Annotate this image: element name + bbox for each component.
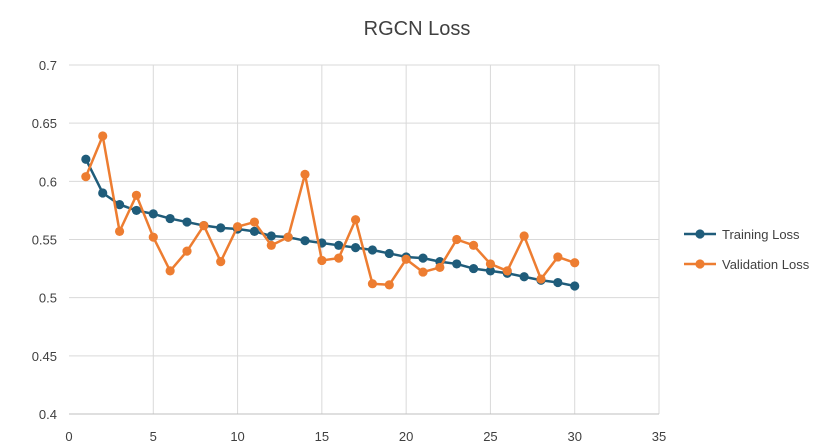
gridlines — [69, 64, 660, 415]
series-1-point — [148, 232, 158, 242]
series-1-point — [266, 240, 276, 250]
series-0-point — [485, 266, 496, 276]
series-1-point — [418, 267, 428, 277]
x-tick-label: 0 — [65, 429, 72, 444]
y-tick-label: 0.55 — [32, 233, 57, 248]
series-1-point — [300, 169, 310, 179]
series-1-point — [468, 240, 479, 250]
x-tick-label: 30 — [567, 429, 581, 444]
series-1-point — [81, 172, 91, 182]
x-axis-ticks: 0 5 10 15 20 25 30 35 — [65, 429, 666, 444]
legend-label: Training Loss — [722, 227, 800, 242]
x-tick-label: 35 — [652, 429, 666, 444]
series-0-point — [334, 240, 344, 250]
series-1-point — [384, 280, 394, 290]
legend-label: Validation Loss — [722, 257, 810, 272]
series-line-1 — [84, 134, 576, 287]
series-1-point — [98, 131, 108, 141]
y-tick-label: 0.65 — [32, 116, 57, 131]
series-1-point — [317, 255, 327, 266]
series-1-point — [401, 254, 411, 264]
series-1-point — [485, 259, 496, 269]
series-1-point — [165, 266, 175, 276]
series-1-point — [350, 215, 361, 225]
series-0-point — [249, 226, 260, 236]
series-0-point — [182, 217, 192, 227]
series-1-point — [519, 231, 529, 241]
legend-entry-0: Training Loss — [684, 227, 800, 242]
series-0-point — [553, 277, 563, 288]
series-0 — [81, 154, 580, 291]
x-tick-label: 25 — [483, 429, 497, 444]
x-tick-label: 5 — [150, 429, 157, 444]
series-0-point — [98, 188, 108, 198]
series-0-point — [452, 259, 462, 269]
series-0-point — [148, 209, 158, 219]
series-1-point — [502, 266, 512, 276]
series-1-point — [131, 190, 142, 200]
legend-swatch-marker — [695, 229, 705, 239]
series-0-point — [367, 245, 378, 255]
chart-title: RGCN Loss — [364, 18, 471, 40]
series-0-point — [468, 263, 479, 274]
series-1 — [81, 131, 580, 290]
series-0-point — [570, 281, 580, 291]
series-0-point — [519, 272, 529, 282]
series-1-point — [536, 274, 546, 284]
series-1-point — [367, 279, 378, 289]
y-tick-label: 0.45 — [32, 349, 57, 364]
series-1-point — [435, 262, 445, 273]
series-0-point — [216, 223, 226, 233]
series-1-point — [570, 258, 580, 268]
series-0-point — [165, 213, 175, 224]
series-layer — [81, 131, 580, 291]
series-1-point — [452, 234, 462, 245]
y-axis-ticks: 0.4 0.45 0.5 0.55 0.6 0.65 0.7 — [32, 58, 57, 422]
y-tick-label: 0.6 — [39, 174, 57, 189]
series-0-point — [266, 231, 276, 241]
series-1-point — [114, 226, 125, 236]
series-1-point — [283, 232, 293, 242]
series-1-point — [216, 257, 226, 267]
x-tick-label: 20 — [399, 429, 413, 444]
series-0-point — [114, 200, 125, 210]
series-0-point — [300, 236, 310, 246]
series-1-point — [249, 217, 260, 227]
x-tick-label: 15 — [315, 429, 329, 444]
series-1-point — [232, 222, 243, 232]
legend-swatch-marker — [695, 259, 705, 269]
series-1-point — [182, 246, 192, 256]
y-tick-label: 0.5 — [39, 291, 57, 306]
y-tick-label: 0.7 — [39, 58, 57, 73]
series-0-point — [350, 243, 361, 253]
legend: Training Loss Validation Loss — [684, 227, 810, 272]
series-1-point — [199, 220, 209, 231]
x-tick-label: 10 — [230, 429, 244, 444]
series-0-point — [81, 154, 91, 164]
series-0-point — [131, 205, 142, 216]
series-1-point — [334, 253, 344, 263]
series-0-point — [384, 248, 394, 259]
series-line-0 — [84, 158, 575, 288]
series-1-point — [553, 252, 563, 262]
legend-entry-1: Validation Loss — [684, 257, 810, 272]
series-0-point — [418, 253, 428, 263]
y-tick-label: 0.4 — [39, 407, 57, 422]
